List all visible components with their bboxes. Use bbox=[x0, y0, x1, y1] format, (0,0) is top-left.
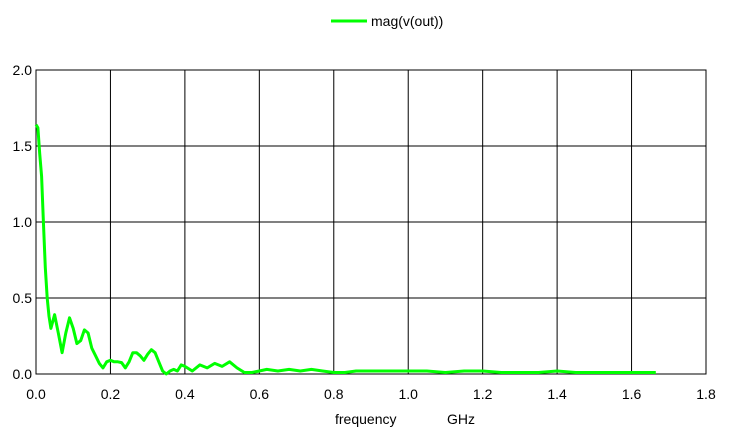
x-tick-label: 1.2 bbox=[473, 386, 493, 402]
legend-label: mag(v(out)) bbox=[371, 13, 443, 29]
y-axis-ticks: 0.0 0.5 1.0 1.5 2.0 bbox=[13, 62, 33, 382]
x-axis-unit: GHz bbox=[447, 411, 475, 427]
x-tick-label: 1.0 bbox=[398, 386, 418, 402]
y-tick-label: 1.0 bbox=[13, 214, 33, 230]
x-tick-label: 1.4 bbox=[547, 386, 567, 402]
x-tick-label: 1.6 bbox=[622, 386, 642, 402]
x-axis-ticks: 0.0 0.2 0.4 0.6 0.8 1.0 1.2 1.4 1.6 1.8 bbox=[26, 386, 716, 402]
legend: mag(v(out)) bbox=[331, 13, 443, 29]
x-tick-label: 0.4 bbox=[175, 386, 195, 402]
y-tick-label: 1.5 bbox=[13, 138, 33, 154]
x-tick-label: 0.6 bbox=[250, 386, 270, 402]
grid bbox=[36, 70, 706, 374]
y-tick-label: 0.0 bbox=[13, 366, 33, 382]
x-axis-label: frequency bbox=[335, 411, 396, 427]
y-tick-label: 2.0 bbox=[13, 62, 33, 78]
x-tick-label: 0.2 bbox=[101, 386, 121, 402]
x-tick-label: 0.8 bbox=[324, 386, 344, 402]
series-layer bbox=[36, 125, 656, 374]
x-tick-label: 0.0 bbox=[26, 386, 46, 402]
x-tick-label: 1.8 bbox=[696, 386, 716, 402]
series-line-0 bbox=[36, 125, 656, 374]
y-tick-label: 0.5 bbox=[13, 290, 33, 306]
